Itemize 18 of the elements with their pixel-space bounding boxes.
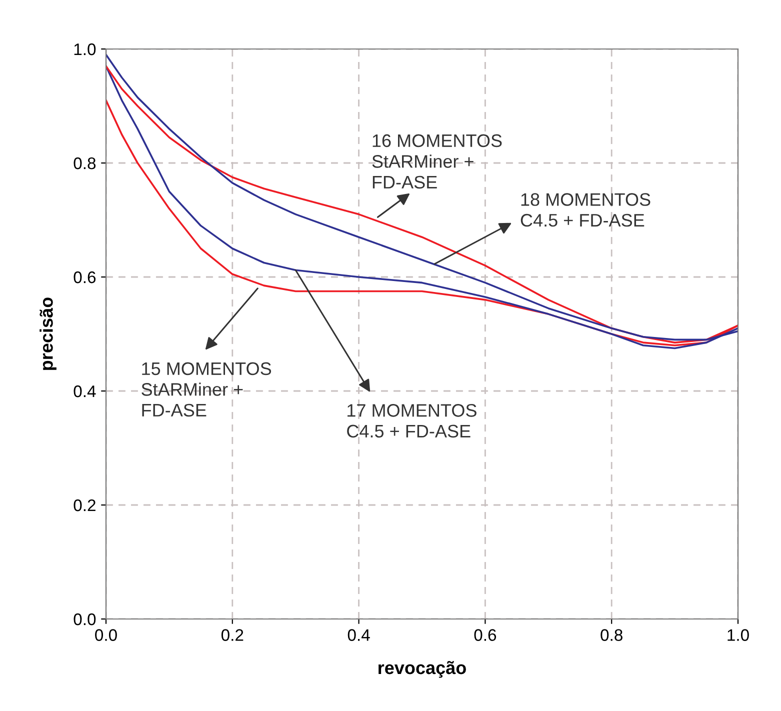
- annotation: 18 MOMENTOS C4.5 + FD-ASE: [520, 193, 650, 227]
- x-tick-label: 0.4: [348, 629, 370, 641]
- x-tick-label: 0.6: [474, 629, 496, 641]
- x-tick-label: 1.0: [728, 629, 749, 641]
- y-tick-label: 0.8: [74, 157, 96, 170]
- x-tick-label: 0.2: [221, 629, 244, 641]
- y-axis-title: precisão: [40, 298, 56, 370]
- annotation: 17 MOMENTOS C4.5 + FD-ASE: [347, 404, 476, 438]
- annotation: 15 MOMENTOS StARMiner + FD-ASE: [142, 362, 272, 417]
- y-tick-label: 0.6: [74, 271, 96, 284]
- x-tick-label: 0.0: [95, 629, 117, 641]
- annotation: 16 MOMENTOS StARMiner + FD-ASE: [372, 134, 502, 189]
- x-tick-label: 0.8: [600, 629, 622, 641]
- y-tick-label: 1.0: [74, 43, 96, 56]
- y-tick-label: 0.4: [74, 385, 96, 398]
- y-tick-label: 0.2: [74, 499, 96, 512]
- x-axis-title: revocação: [378, 660, 466, 678]
- y-tick-label: 0.0: [74, 613, 96, 626]
